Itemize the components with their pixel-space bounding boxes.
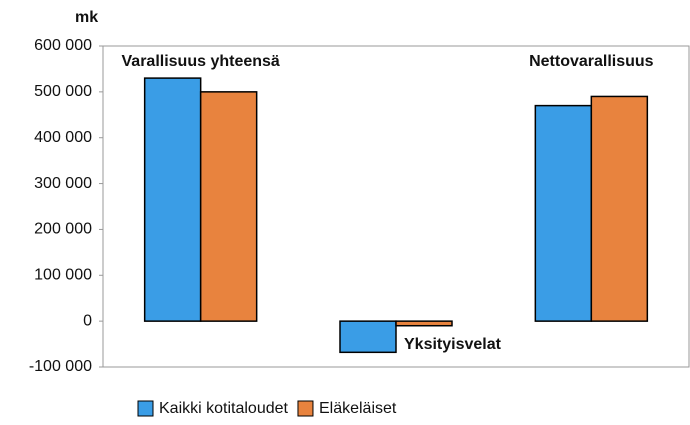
y-tick-label: 600 000 [34, 37, 92, 54]
bar [143, 77, 202, 322]
plot-frame [102, 45, 690, 368]
bar [339, 320, 397, 354]
bar [590, 95, 649, 322]
legend-label: Kaikki kotitaloudet [159, 400, 289, 417]
y-tick-label: -100 000 [29, 358, 92, 375]
y-tick-label: 100 000 [34, 267, 92, 284]
y-tick-label: 400 000 [34, 129, 92, 146]
bar [534, 104, 593, 322]
bar [395, 320, 453, 327]
y-axis-label: mk [75, 9, 98, 26]
bar [199, 91, 258, 322]
y-tick-label: 0 [83, 312, 92, 329]
legend-swatch [297, 400, 314, 417]
y-tick-label: 300 000 [34, 175, 92, 192]
y-tick-label: 200 000 [34, 221, 92, 238]
category-label: Nettovarallisuus [529, 53, 654, 70]
legend-label: Eläkeläiset [319, 400, 397, 417]
legend-swatch [137, 400, 154, 417]
category-label: Yksityisvelat [404, 336, 502, 353]
y-tick-label: 500 000 [34, 83, 92, 100]
category-label: Varallisuus yhteensä [122, 53, 280, 70]
